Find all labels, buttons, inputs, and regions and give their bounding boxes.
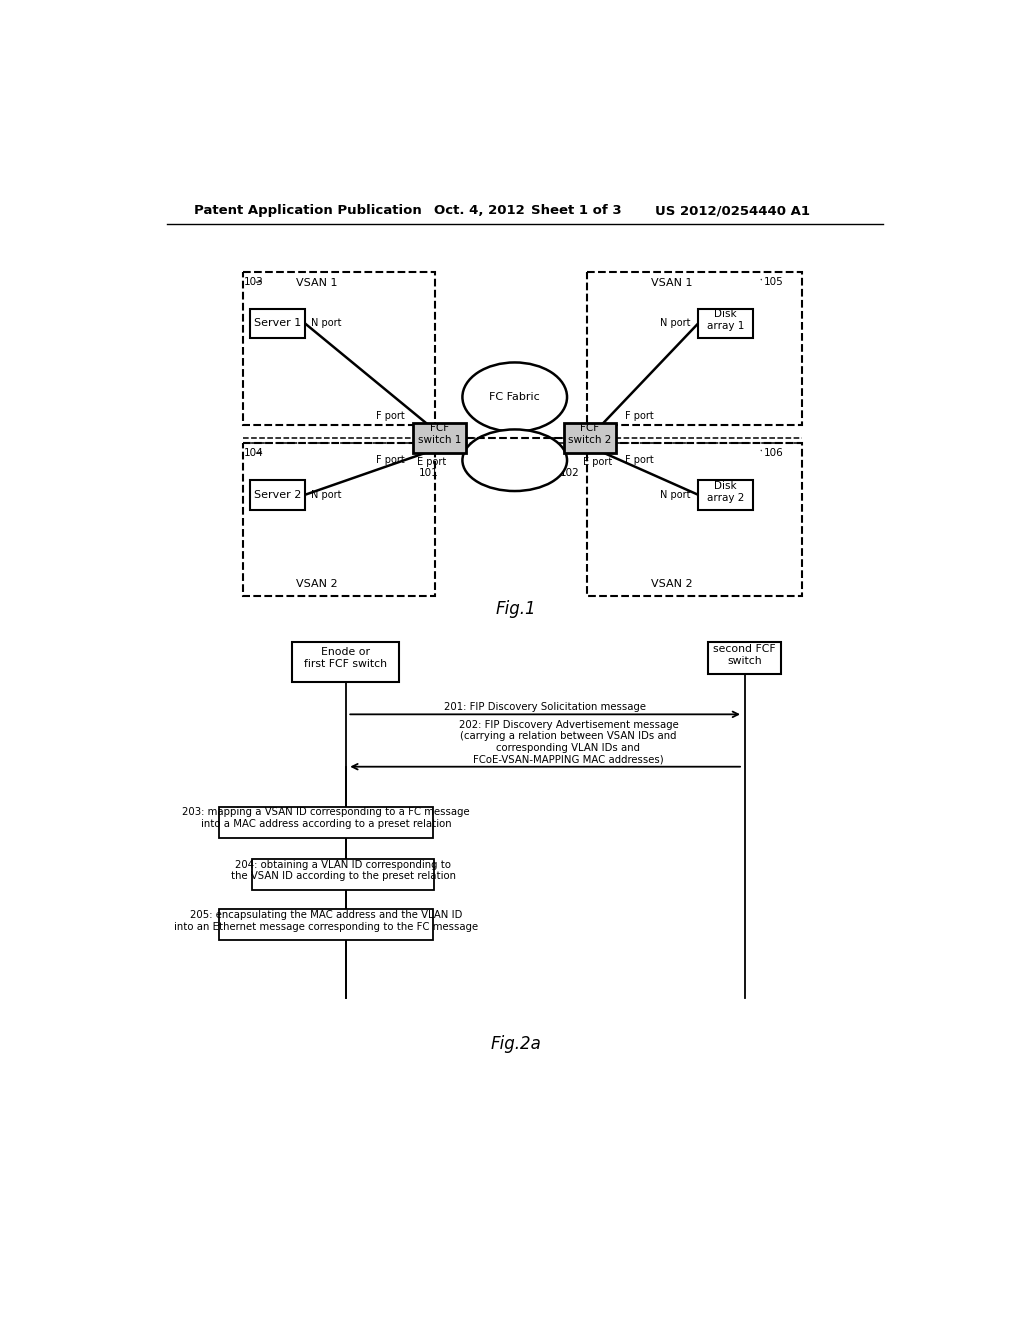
FancyBboxPatch shape <box>698 309 753 338</box>
Text: N port: N port <box>659 490 690 500</box>
Text: Server 1: Server 1 <box>254 318 301 329</box>
Text: 102: 102 <box>560 467 580 478</box>
Text: N port: N port <box>311 490 342 500</box>
Text: Disk
array 2: Disk array 2 <box>707 480 744 503</box>
Ellipse shape <box>463 363 567 432</box>
Text: Disk
array 1: Disk array 1 <box>707 309 744 331</box>
Text: 205: encapsulating the MAC address and the VLAN ID
into an Ethernet message corr: 205: encapsulating the MAC address and t… <box>174 909 478 932</box>
Text: 202: FIP Discovery Advertisement message
(carrying a relation between VSAN IDs a: 202: FIP Discovery Advertisement message… <box>459 719 678 764</box>
Text: F port: F port <box>625 412 654 421</box>
Text: VSAN 2: VSAN 2 <box>651 579 693 589</box>
Text: FC Fabric: FC Fabric <box>489 392 540 403</box>
Text: E port: E port <box>584 457 612 467</box>
FancyBboxPatch shape <box>252 859 434 890</box>
Text: 203: mapping a VSAN ID corresponding to a FC message
into a MAC address accordin: 203: mapping a VSAN ID corresponding to … <box>182 808 470 829</box>
Text: Enode or
first FCF switch: Enode or first FCF switch <box>304 647 387 669</box>
FancyBboxPatch shape <box>698 480 753 510</box>
Text: FCF
switch 1: FCF switch 1 <box>418 424 461 445</box>
FancyBboxPatch shape <box>708 642 781 675</box>
FancyBboxPatch shape <box>251 480 305 510</box>
FancyBboxPatch shape <box>414 424 466 453</box>
Text: FCF
switch 2: FCF switch 2 <box>568 424 611 445</box>
Text: F port: F port <box>376 412 404 421</box>
Text: Fig.1: Fig.1 <box>496 599 536 618</box>
Text: US 2012/0254440 A1: US 2012/0254440 A1 <box>655 205 810 218</box>
Text: F port: F port <box>625 455 654 465</box>
Text: Server 2: Server 2 <box>254 490 301 500</box>
Text: Oct. 4, 2012: Oct. 4, 2012 <box>434 205 525 218</box>
Text: VSAN 1: VSAN 1 <box>651 279 693 288</box>
Text: N port: N port <box>311 318 342 329</box>
Text: VSAN 2: VSAN 2 <box>296 579 337 589</box>
Text: 103: 103 <box>245 277 264 286</box>
Text: 106: 106 <box>764 447 783 458</box>
FancyBboxPatch shape <box>243 444 435 595</box>
Text: 105: 105 <box>764 277 783 286</box>
FancyBboxPatch shape <box>563 424 616 453</box>
Text: VSAN 1: VSAN 1 <box>296 279 337 288</box>
Ellipse shape <box>463 429 567 491</box>
Text: Fig.2a: Fig.2a <box>490 1035 541 1053</box>
FancyBboxPatch shape <box>243 272 435 425</box>
FancyBboxPatch shape <box>587 272 802 425</box>
Text: 104: 104 <box>245 447 264 458</box>
Text: second FCF
switch: second FCF switch <box>713 644 776 665</box>
Text: Patent Application Publication: Patent Application Publication <box>194 205 422 218</box>
FancyBboxPatch shape <box>219 909 432 940</box>
Text: Sheet 1 of 3: Sheet 1 of 3 <box>531 205 622 218</box>
Text: 204: obtaining a VLAN ID corresponding to
the VSAN ID according to the preset re: 204: obtaining a VLAN ID corresponding t… <box>230 859 456 882</box>
Text: E port: E port <box>417 457 446 467</box>
Text: 101: 101 <box>419 467 438 478</box>
Text: F port: F port <box>376 455 404 465</box>
Text: N port: N port <box>659 318 690 329</box>
Text: 201: FIP Discovery Solicitation message: 201: FIP Discovery Solicitation message <box>444 702 646 713</box>
FancyBboxPatch shape <box>292 642 399 682</box>
FancyBboxPatch shape <box>587 444 802 595</box>
FancyBboxPatch shape <box>251 309 305 338</box>
FancyBboxPatch shape <box>219 807 432 837</box>
